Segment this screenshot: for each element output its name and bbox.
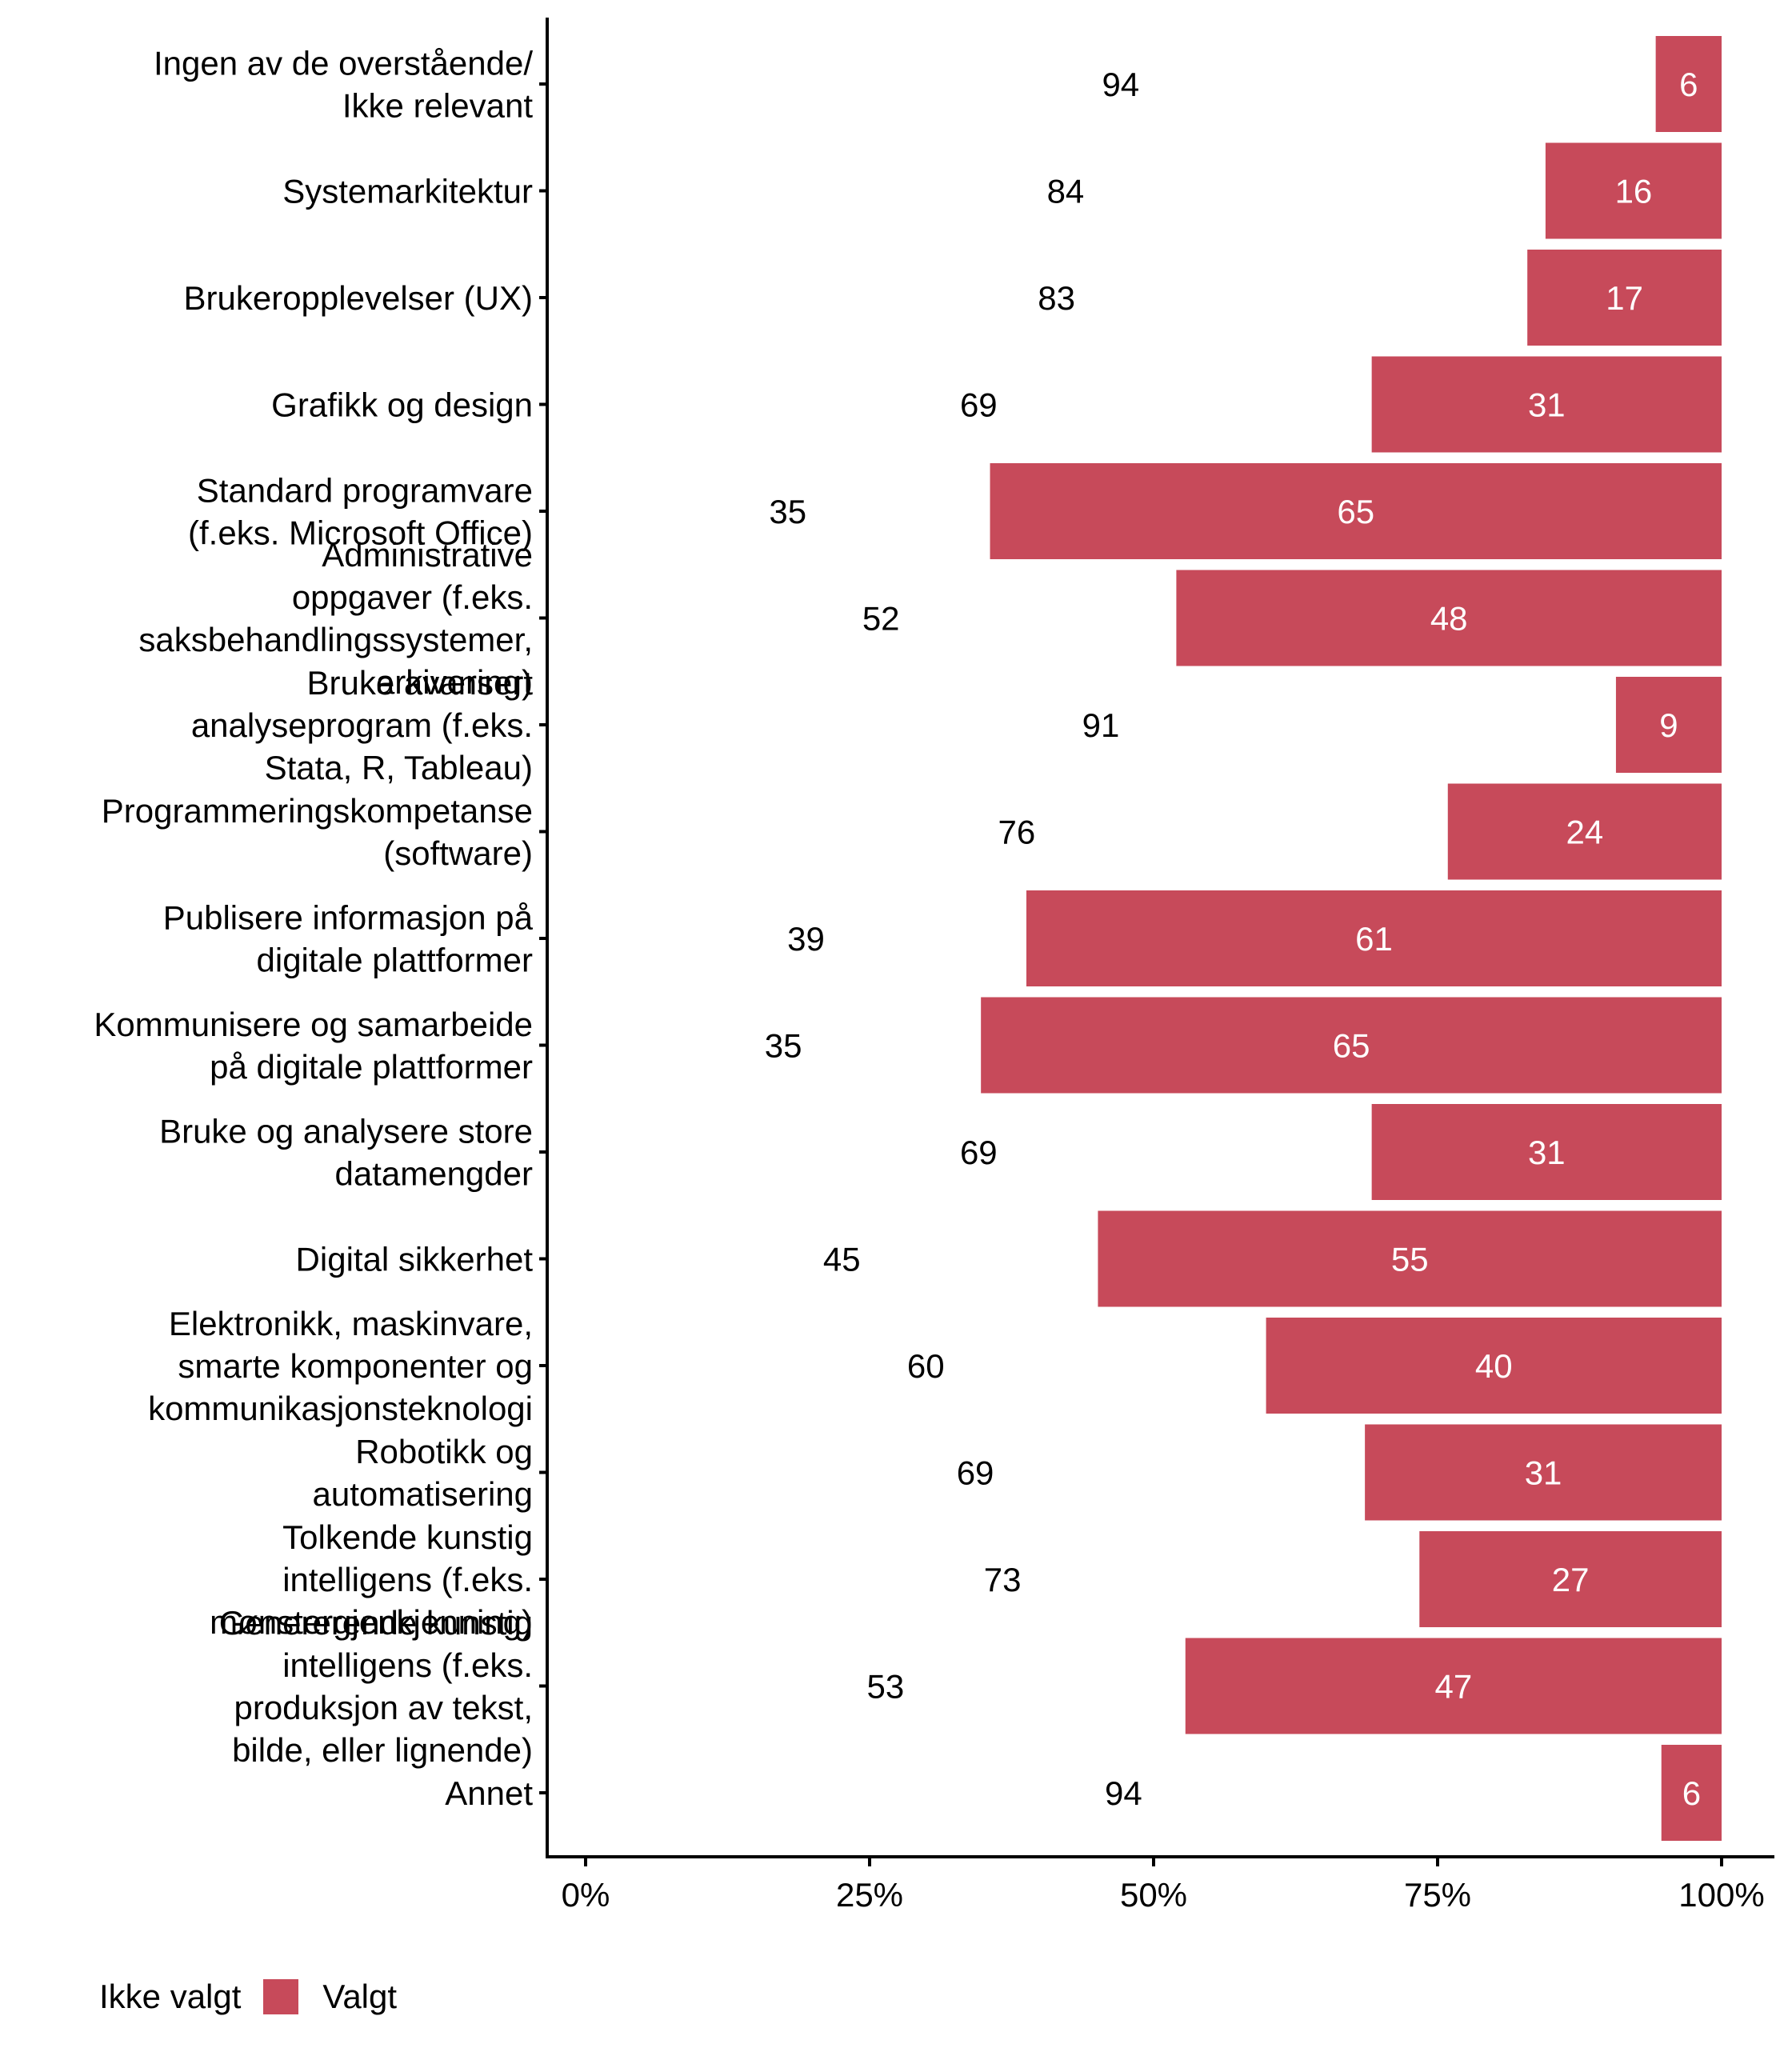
- value-label-ikke-valgt: 91: [1082, 706, 1120, 744]
- value-label-ikke-valgt: 83: [1038, 279, 1075, 317]
- value-label-ikke-valgt: 76: [998, 814, 1036, 851]
- value-label-ikke-valgt: 69: [960, 386, 998, 424]
- bar-valgt: [1365, 1424, 1722, 1521]
- value-label-valgt: 16: [1615, 173, 1653, 210]
- x-tick-label: 50%: [1120, 1876, 1187, 1914]
- bar-ikke-valgt: [586, 142, 1546, 239]
- bar-valgt: [981, 997, 1722, 1094]
- value-label-ikke-valgt: 94: [1102, 66, 1139, 103]
- bars-layer: [586, 36, 1722, 1841]
- bar-valgt: [1371, 356, 1722, 453]
- bar-valgt: [1266, 1318, 1722, 1414]
- bar-ikke-valgt: [586, 250, 1528, 346]
- bar-ikke-valgt: [586, 1210, 1098, 1307]
- legend: Ikke valgt Valgt: [99, 1978, 397, 2016]
- value-label-valgt: 47: [1435, 1668, 1473, 1706]
- value-label-valgt: 9: [1659, 706, 1678, 744]
- value-label-valgt: 6: [1679, 66, 1698, 103]
- category-label: Kommunisere og samarbeide på digitale pla…: [94, 1006, 533, 1086]
- value-label-ikke-valgt: 53: [867, 1668, 905, 1706]
- category-label: Grafikk og design: [271, 386, 533, 424]
- bar-ikke-valgt: [586, 1638, 1186, 1734]
- bar-ikke-valgt: [586, 36, 1656, 132]
- category-label: Ingen av de overstående/Ikke relevant: [154, 45, 533, 125]
- category-label: Administrative oppgaver (f.eks. saksbehand…: [138, 536, 533, 701]
- value-label-ikke-valgt: 94: [1105, 1774, 1142, 1812]
- category-label: Genererende kunstig intelligens (f.eks. pr…: [219, 1604, 533, 1769]
- bar-valgt: [1527, 250, 1722, 346]
- bar-valgt: [1371, 1104, 1722, 1200]
- bar-ikke-valgt: [586, 783, 1448, 880]
- x-tick-label: 25%: [836, 1876, 903, 1914]
- value-label-valgt: 48: [1430, 600, 1468, 638]
- value-label-ikke-valgt: 52: [862, 600, 900, 638]
- value-label-ikke-valgt: 60: [907, 1347, 945, 1385]
- value-label-ikke-valgt: 84: [1047, 173, 1085, 210]
- bar-ikke-valgt: [586, 890, 1026, 986]
- bar-ikke-valgt: [586, 1531, 1420, 1627]
- value-label-valgt: 24: [1566, 814, 1604, 851]
- value-label-ikke-valgt: 69: [960, 1134, 998, 1171]
- value-label-ikke-valgt: 69: [957, 1454, 994, 1492]
- bar-ikke-valgt: [586, 1745, 1662, 1841]
- value-label-valgt: 65: [1333, 1027, 1370, 1065]
- bar-valgt: [990, 463, 1722, 559]
- category-label: Tolkende kunstig intelligens (f.eks. mønst…: [210, 1518, 533, 1641]
- category-label: Publisere informasjon på digitale plattfo…: [163, 899, 534, 979]
- bar-valgt: [1176, 570, 1722, 666]
- y-axis: Ingen av de overstående/Ikke relevant Sys…: [94, 18, 549, 1858]
- category-label: Bruke og analysere store datamengder: [159, 1113, 533, 1193]
- value-label-ikke-valgt: 45: [823, 1241, 861, 1278]
- value-label-ikke-valgt: 35: [765, 1027, 802, 1065]
- value-label-ikke-valgt: 73: [984, 1561, 1022, 1598]
- x-tick-label: 100%: [1678, 1876, 1764, 1914]
- category-label: Elektronikk, maskinvare, smarte komponent…: [148, 1305, 533, 1427]
- x-axis: 0% 25% 50% 75% 100%: [546, 1855, 1774, 1914]
- value-label-valgt: 61: [1355, 920, 1393, 958]
- bar-valgt: [1655, 36, 1722, 132]
- value-label-valgt: 27: [1552, 1561, 1590, 1598]
- value-label-valgt: 31: [1528, 386, 1566, 424]
- value-label-valgt: 17: [1606, 279, 1643, 317]
- category-label: Bruke avansert analyseprogram (f.eks. Stat…: [191, 664, 534, 786]
- bar-valgt: [1098, 1210, 1722, 1307]
- legend-swatch-valgt: [263, 1979, 299, 2014]
- bar-valgt: [1447, 783, 1722, 880]
- bar-ikke-valgt: [586, 463, 990, 559]
- bar-ikke-valgt: [586, 1318, 1266, 1414]
- category-label: Annet: [445, 1774, 533, 1812]
- value-label-ikke-valgt: 35: [769, 493, 806, 530]
- category-label: Digital sikkerhet: [296, 1241, 534, 1278]
- bar-valgt: [1026, 890, 1722, 986]
- category-label: Robotikk og automatisering: [313, 1433, 533, 1513]
- category-label: Brukeropplevelser (UX): [184, 279, 534, 317]
- value-label-valgt: 65: [1337, 493, 1374, 530]
- value-label-valgt: 31: [1528, 1134, 1566, 1171]
- value-label-valgt: 6: [1682, 1774, 1701, 1812]
- category-label: Standard programvare (f.eks. Microsoft Of…: [188, 472, 533, 552]
- value-label-valgt: 55: [1391, 1241, 1429, 1278]
- legend-label-ikke-valgt: Ikke valgt: [99, 1978, 242, 2015]
- bar-valgt: [1419, 1531, 1722, 1627]
- bar-valgt: [1185, 1638, 1722, 1734]
- category-label: Programmeringskompetanse (software): [102, 792, 533, 872]
- category-label: Systemarkitektur: [282, 173, 533, 210]
- legend-label-valgt: Valgt: [322, 1978, 398, 2015]
- bar-ikke-valgt: [586, 356, 1372, 453]
- bar-ikke-valgt: [586, 1104, 1372, 1200]
- bar-valgt: [1615, 677, 1722, 773]
- value-label-ikke-valgt: 39: [787, 920, 825, 958]
- value-label-valgt: 31: [1525, 1454, 1562, 1492]
- bar-ikke-valgt: [586, 1424, 1366, 1521]
- bar-valgt: [1545, 142, 1722, 239]
- x-tick-label: 0%: [562, 1876, 610, 1914]
- x-tick-label: 75%: [1404, 1876, 1471, 1914]
- bar-valgt: [1661, 1745, 1722, 1841]
- bar-ikke-valgt: [586, 677, 1616, 773]
- bar-ikke-valgt: [586, 570, 1177, 666]
- bar-ikke-valgt: [586, 997, 982, 1094]
- value-label-valgt: 40: [1475, 1347, 1513, 1385]
